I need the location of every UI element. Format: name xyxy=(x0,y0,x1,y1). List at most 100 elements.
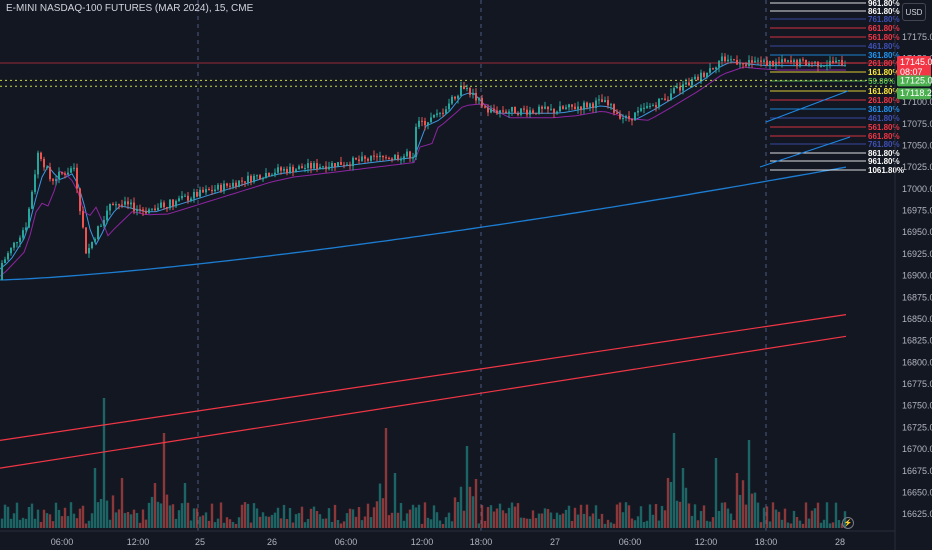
volume-bar xyxy=(819,522,823,528)
candle-body xyxy=(211,190,213,192)
volume-bar xyxy=(783,508,787,528)
volume-bar xyxy=(141,509,145,528)
volume-bar xyxy=(63,507,67,528)
candle-body xyxy=(106,210,108,220)
price-axis[interactable]: 17175.0017150.0017125.0017100.0017075.00… xyxy=(902,32,932,519)
volume-bar xyxy=(30,503,34,528)
volume-bar xyxy=(105,500,109,528)
candle-body xyxy=(400,159,402,161)
level-tag-value: 17125.00 xyxy=(900,75,932,85)
fib-level-label: 561.80% xyxy=(868,33,900,42)
price-level-lines xyxy=(0,62,895,87)
volume-bar xyxy=(291,522,295,528)
volume-bar xyxy=(183,483,187,528)
candle-body xyxy=(568,104,570,108)
time-axis[interactable]: 06:00 12:00 25 26 06:00 12:00 18:00 27 06:00 12:0… xyxy=(51,537,845,547)
volume-bar xyxy=(552,519,556,528)
volume-bar xyxy=(690,515,694,528)
volume-bar xyxy=(165,494,169,528)
candle-body xyxy=(412,157,414,159)
candle-body xyxy=(595,100,597,108)
candle-body xyxy=(397,154,399,160)
lightning-icon[interactable]: ⚡ xyxy=(842,517,854,529)
volume-bar xyxy=(633,520,637,528)
volume-bar xyxy=(42,509,46,528)
candle-body xyxy=(292,166,294,173)
volume-bar xyxy=(657,520,661,528)
volume-bar xyxy=(762,507,766,528)
price-tick-label: 16925.00 xyxy=(902,249,932,259)
candle-body xyxy=(790,60,792,63)
candle-body xyxy=(244,181,246,183)
volume-bar xyxy=(402,520,406,528)
candle-body xyxy=(277,167,279,173)
candle-body xyxy=(652,105,654,107)
candle-body xyxy=(163,202,165,208)
candle-body xyxy=(778,61,780,63)
price-tick-label: 16875.00 xyxy=(902,292,932,302)
volume-bar xyxy=(54,502,58,528)
volume-bar xyxy=(729,513,733,528)
volume-bar xyxy=(825,502,829,528)
candle-body xyxy=(205,189,207,193)
currency-button[interactable]: USD xyxy=(902,3,926,21)
candle-body xyxy=(706,72,708,77)
volume-bar xyxy=(309,508,313,528)
level-tag-value: 17118.25 xyxy=(900,88,932,98)
candle-body xyxy=(229,185,231,187)
candle-body xyxy=(298,166,300,170)
candle-body xyxy=(478,98,480,101)
volume-bar xyxy=(231,521,235,528)
last-price-value: 17145.00 xyxy=(900,57,932,67)
candle-body xyxy=(139,209,141,211)
volume-bar xyxy=(225,517,229,528)
volume-bar xyxy=(237,517,241,528)
volume-bar xyxy=(828,523,832,528)
candle-body xyxy=(727,59,729,62)
candle-body xyxy=(112,203,114,206)
volume-bar xyxy=(687,503,691,528)
volume-bar xyxy=(531,510,535,528)
volume-bar xyxy=(438,520,442,528)
candle-body xyxy=(226,183,228,186)
candle-body xyxy=(115,204,117,206)
volume-bar xyxy=(246,503,250,528)
volume-bar xyxy=(387,515,391,528)
chart-title: E-MINI NASDAQ-100 FUTURES (MAR 2024), 15… xyxy=(6,3,254,14)
volume-bar xyxy=(567,505,571,528)
volume-bar xyxy=(627,505,631,528)
candle-body xyxy=(547,106,549,110)
fib-level-label: 761.80% xyxy=(868,140,900,149)
price-tick-label: 16850.00 xyxy=(902,314,932,324)
volume-bar xyxy=(516,503,520,528)
volume-bar xyxy=(123,513,127,528)
trendline xyxy=(759,136,851,168)
candle-body xyxy=(382,155,384,158)
volume-bar xyxy=(198,516,202,528)
candle-body xyxy=(196,192,198,197)
candle-body xyxy=(67,172,69,175)
candle-body xyxy=(583,102,585,110)
candle-body xyxy=(52,179,54,181)
volume-bar xyxy=(273,512,277,528)
volume-bar xyxy=(360,520,364,528)
volume-bar xyxy=(615,504,619,528)
volume-bar xyxy=(261,512,265,528)
candle-body xyxy=(100,225,102,227)
volume-bar xyxy=(132,509,136,528)
volume-bar xyxy=(372,507,376,528)
volume-bar xyxy=(513,506,517,528)
volume-bar xyxy=(156,501,160,528)
candle-body xyxy=(331,163,333,167)
fib-level-label: 461.80% xyxy=(868,42,900,51)
volume-bar xyxy=(654,504,658,528)
volume-bar xyxy=(573,507,577,528)
candle-body xyxy=(250,175,252,183)
candle-body xyxy=(337,162,339,167)
candle-body xyxy=(157,207,159,211)
volume-bar xyxy=(357,507,361,528)
volume-bar xyxy=(837,520,841,528)
candle-body xyxy=(556,111,558,114)
volume-bar xyxy=(102,398,106,528)
